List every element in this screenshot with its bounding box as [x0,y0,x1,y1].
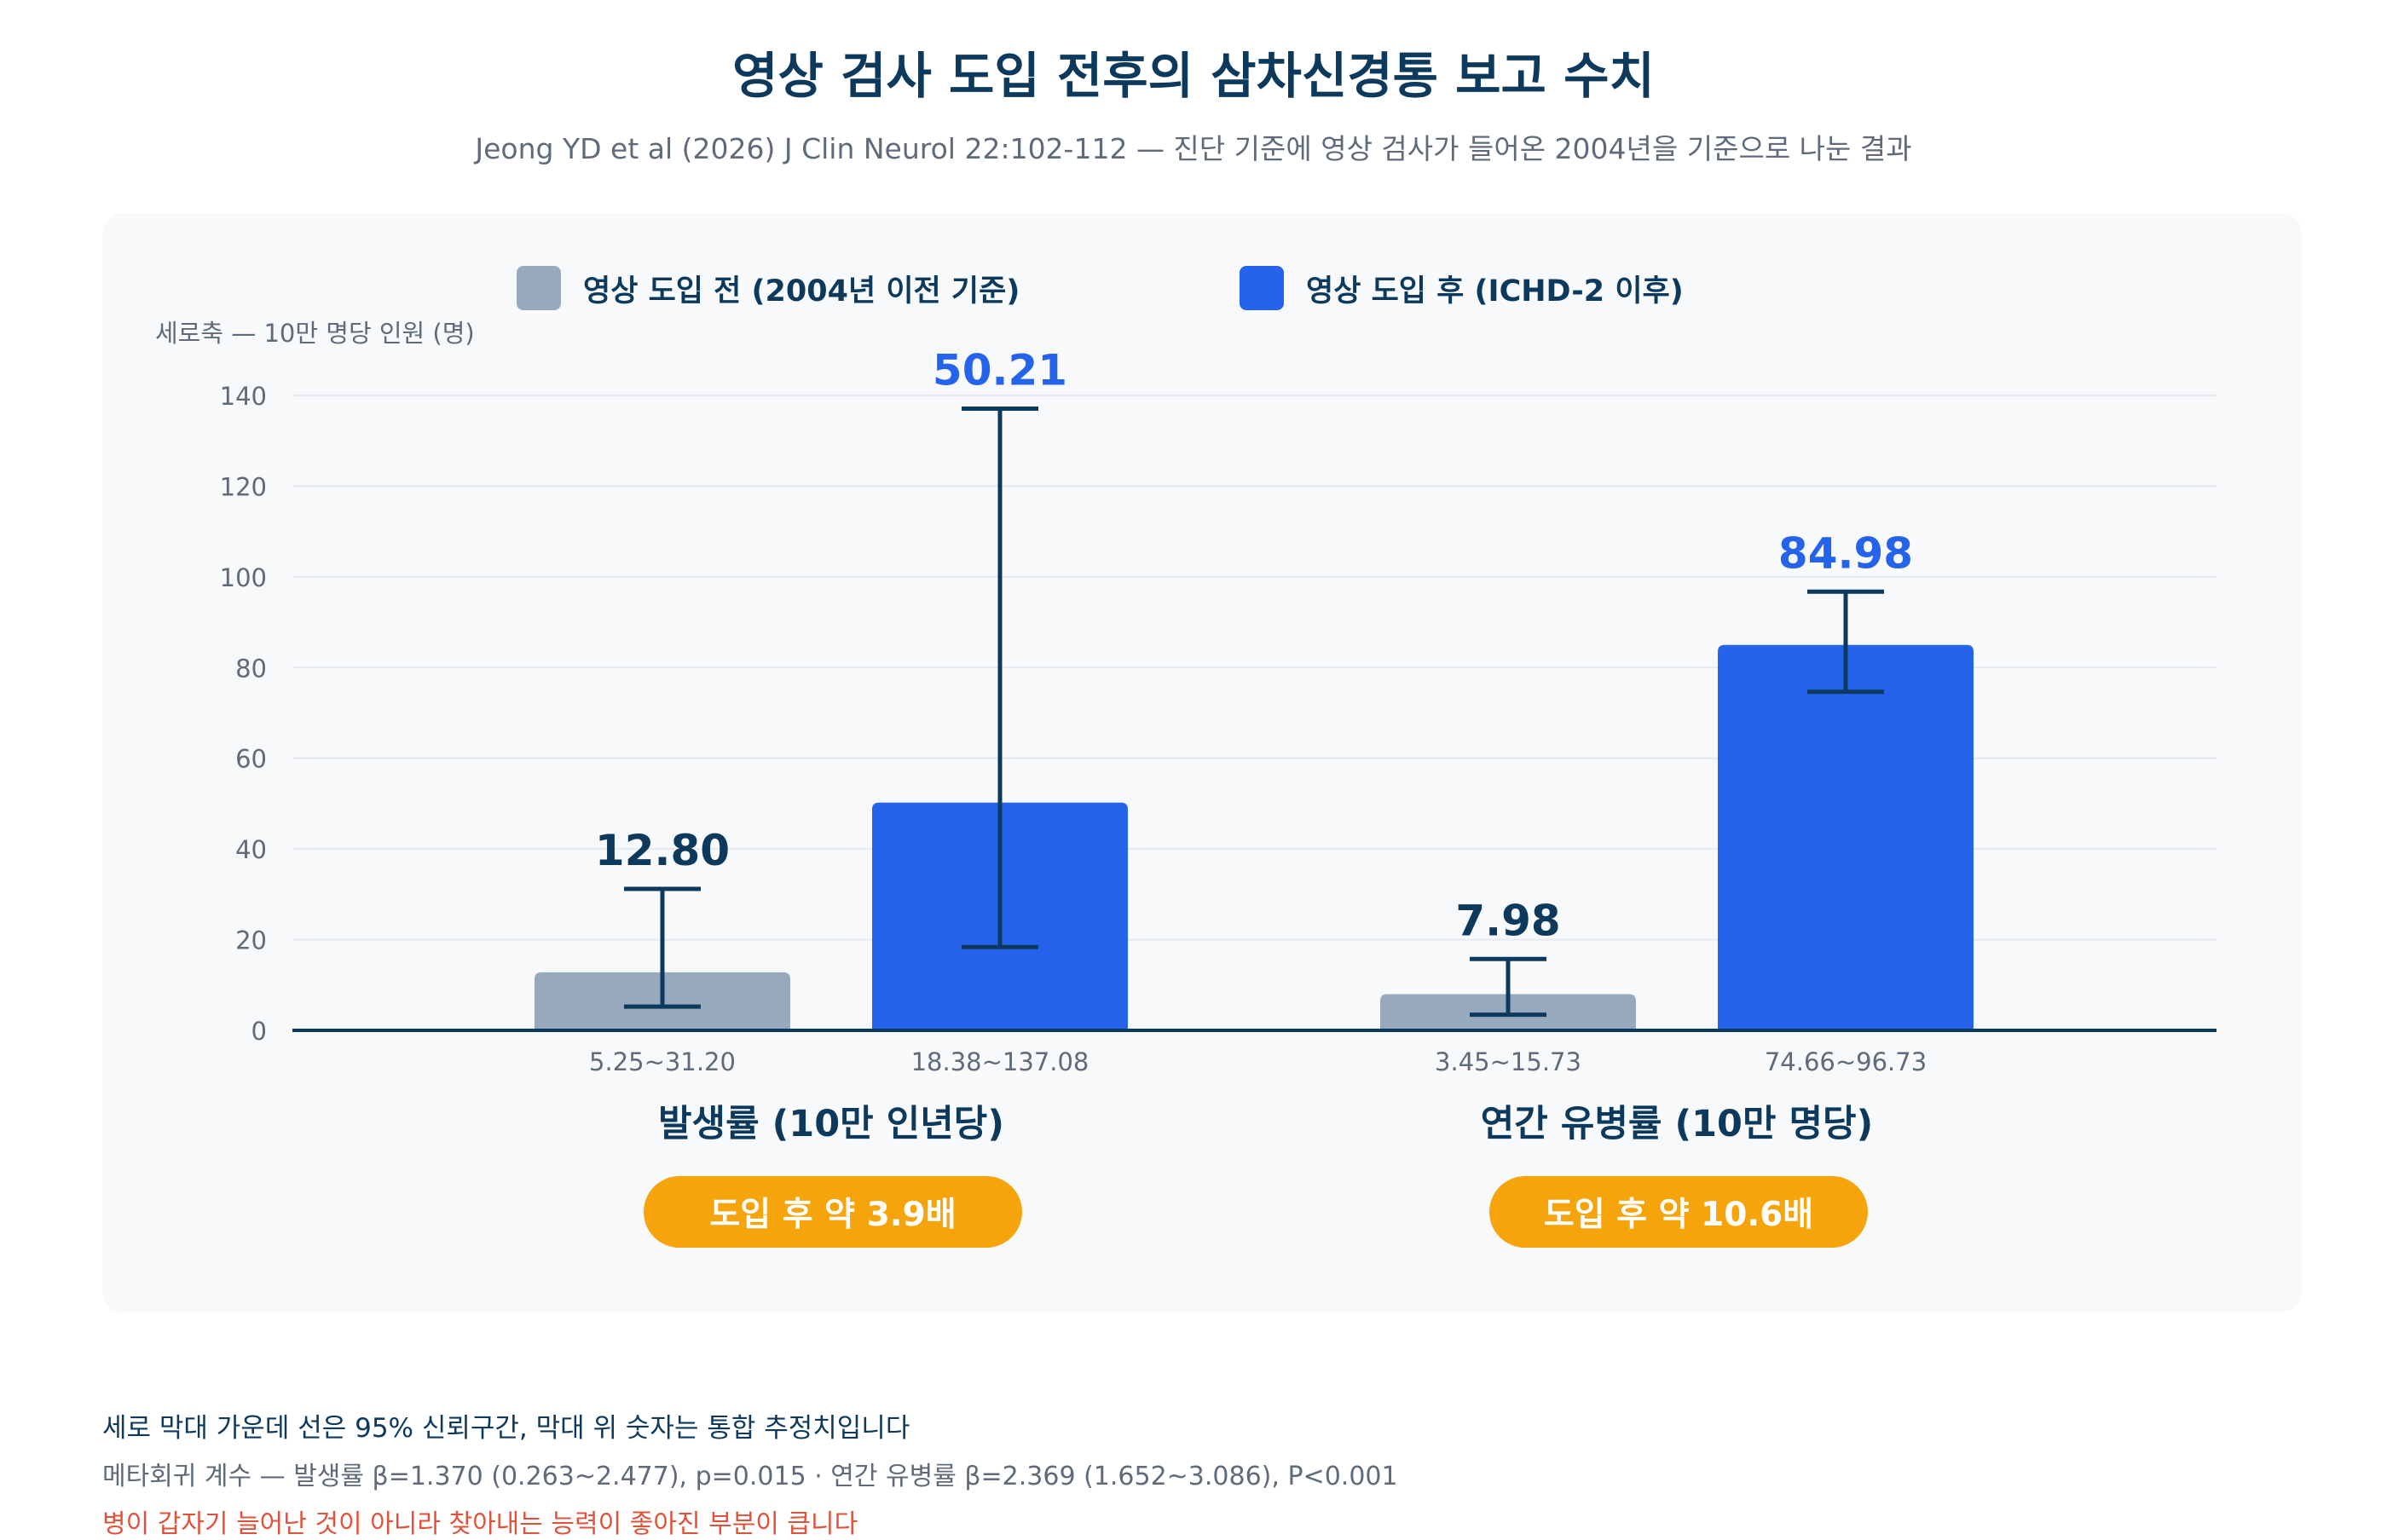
data-label: 84.98 [1778,528,1913,578]
ci-range-label: 74.66~96.73 [1765,1047,1927,1076]
meta-regression-note: 메타회귀 계수 — 발생률 β=1.370 (0.263~2.477), p=0… [102,1462,1398,1491]
y-tick-label: 80 [235,654,267,683]
y-tick-label: 120 [220,472,267,501]
legend-swatch-before [517,266,561,310]
ratio-badge-incidence: 도입 후 약 3.9배 [644,1176,1022,1248]
y-tick-label: 20 [235,926,267,955]
y-tick-label: 140 [220,382,267,411]
ci-range-label: 5.25~31.20 [589,1047,736,1076]
data-label: 7.98 [1455,896,1560,945]
legend-label-after: 영상 도입 후 (ICHD-2 이후) [1306,274,1684,309]
y-tick-label: 0 [251,1017,267,1046]
y-tick-label: 100 [220,563,267,592]
y-tick-label: 60 [235,745,267,774]
chart-title: 영상 검사 도입 전후의 삼차신경통 보고 수치 [732,47,1655,105]
y-axis-label: 세로축 — 10만 명당 인원 (명) [155,319,475,348]
data-label: 50.21 [933,346,1067,395]
ci-range-label: 18.38~137.08 [911,1047,1089,1076]
ci-range-label: 3.45~15.73 [1435,1047,1581,1076]
interpretation-warning: 병이 갑자기 늘어난 것이 아니라 찾아내는 능력이 좋아진 부분이 큽니다 [102,1509,858,1539]
legend-label-before: 영상 도입 전 (2004년 이전 기준) [583,274,1020,309]
data-label: 12.80 [595,826,730,875]
ci-note: 세로 막대 가운데 선은 95% 신뢰구간, 막대 위 숫자는 통합 추정치입니… [102,1413,910,1444]
bar-after [1718,644,1974,1030]
legend-item-after: 영상 도입 후 (ICHD-2 이후) [1240,266,1684,310]
legend-item-before: 영상 도입 전 (2004년 이전 기준) [517,266,1020,310]
y-tick-label: 40 [235,835,267,864]
chart-subtitle: Jeong YD et al (2026) J Clin Neurol 22:1… [475,132,1912,165]
x-category-label: 연간 유병률 (10만 명당) [1481,1103,1874,1145]
x-category-label: 발생률 (10만 인년당) [658,1103,1004,1145]
ratio-badge-prevalence: 도입 후 약 10.6배 [1489,1176,1868,1248]
legend-swatch-after [1240,266,1284,310]
